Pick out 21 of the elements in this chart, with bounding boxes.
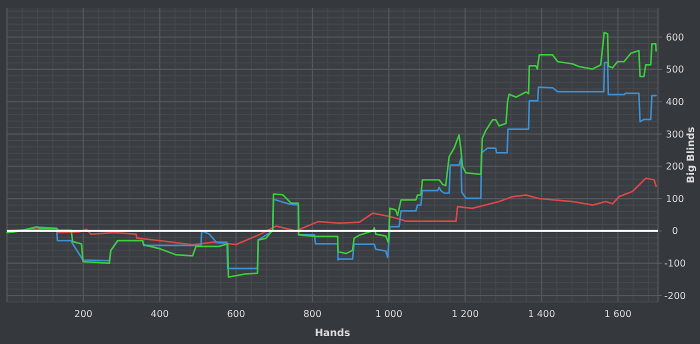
x-tick-label: 800	[303, 309, 322, 320]
x-tick-label: 600	[227, 309, 246, 320]
x-tick-label: 400	[150, 309, 169, 320]
y-tick-label: 200	[666, 162, 684, 173]
y-tick-label: -200	[664, 290, 686, 302]
y-tick-label: 300	[666, 129, 684, 140]
y-tick-label: -100	[664, 258, 686, 270]
x-tick-label: 200	[74, 309, 92, 320]
x-tick-label: 1 200	[452, 309, 479, 320]
x-tick-label: 1 000	[375, 309, 402, 320]
y-tick-label: 0	[672, 226, 678, 238]
x-tick-label: 1 400	[528, 309, 556, 320]
y-tick-label: 600	[666, 32, 684, 44]
y-axis-title: Big Blinds	[686, 126, 697, 184]
y-tick-label: 500	[666, 64, 684, 76]
y-tick-label: 100	[666, 194, 684, 205]
x-tick-label: 1 600	[604, 309, 632, 320]
line-series	[6, 177, 657, 246]
y-tick-label: 400	[666, 97, 684, 108]
line-series	[6, 32, 657, 278]
x-axis-title: Hands	[314, 328, 350, 339]
